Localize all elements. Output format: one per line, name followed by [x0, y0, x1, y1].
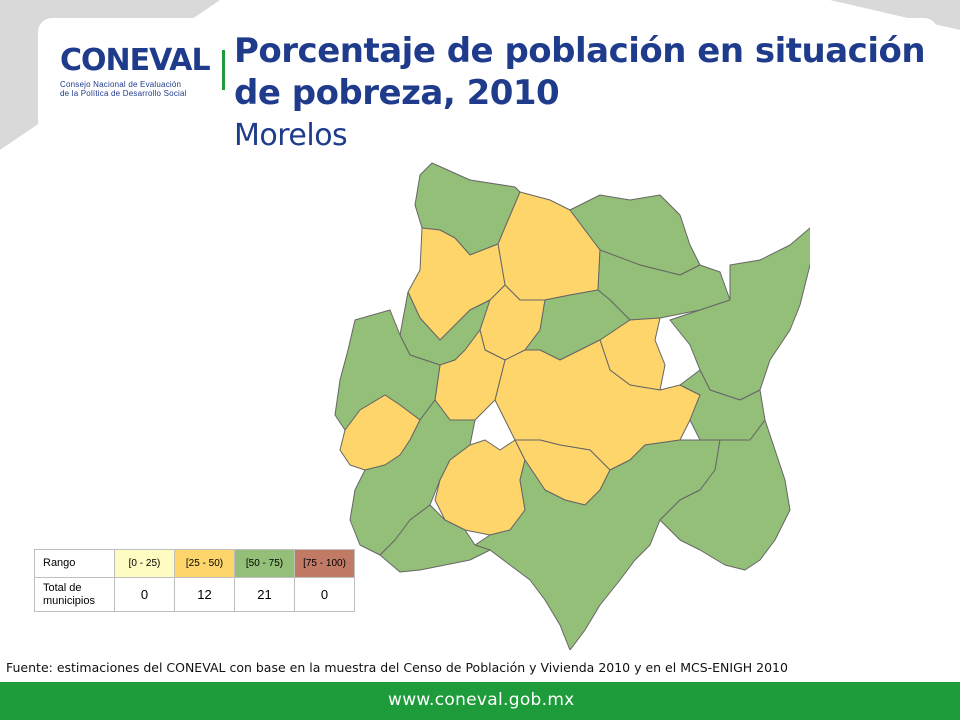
- title-line-1: Porcentaje de población en situación: [234, 31, 926, 71]
- header-card: [38, 18, 938, 168]
- page-title: Porcentaje de población en situación de …: [234, 30, 934, 114]
- legend-total-label-line1: Total de: [43, 581, 82, 594]
- footer-website-link[interactable]: www.coneval.gob.mx: [388, 690, 575, 710]
- muni-south-far-green: [379, 504, 491, 573]
- legend-total-25-50: 12: [174, 577, 235, 612]
- legend-range-row: Rango [0 - 25) [25 - 50) [50 - 75) [75 -…: [34, 549, 355, 578]
- legend-table: Rango [0 - 25) [25 - 50) [50 - 75) [75 -…: [34, 549, 355, 612]
- state-name: Morelos: [234, 118, 348, 153]
- morelos-poverty-map: [334, 162, 810, 650]
- legend-range-25-50: [25 - 50): [174, 549, 235, 578]
- title-line-2: de pobreza, 2010: [234, 73, 560, 113]
- legend-range-label: Rango: [34, 549, 115, 578]
- legend-range-0-25: [0 - 25): [114, 549, 175, 578]
- legend-range-75-100: [75 - 100): [294, 549, 355, 578]
- legend-total-label-line2: municipios: [43, 594, 95, 607]
- title-accent-bar: [222, 50, 225, 90]
- legend-range-50-75: [50 - 75): [234, 549, 295, 578]
- logo-subtitle-line2: de la Política de Desarrollo Social: [60, 89, 187, 98]
- legend-total-row: Total de municipios 0 12 21 0: [34, 577, 355, 612]
- footer-bar: www.coneval.gob.mx: [0, 682, 960, 720]
- legend-total-75-100: 0: [294, 577, 355, 612]
- legend-total-label: Total de municipios: [34, 577, 115, 612]
- logo-word: CONEVAL: [60, 43, 211, 78]
- legend-total-50-75: 21: [234, 577, 295, 612]
- muni-south-east-green: [659, 419, 791, 571]
- source-note: Fuente: estimaciones del CONEVAL con bas…: [6, 660, 788, 675]
- coneval-logo: CONEVAL Consejo Nacional de Evaluación d…: [60, 43, 211, 106]
- legend-total-0-25: 0: [114, 577, 175, 612]
- logo-subtitle-line1: Consejo Nacional de Evaluación: [60, 80, 182, 89]
- muni-east-strip: [669, 227, 810, 401]
- muni-south-center-green: [474, 439, 721, 650]
